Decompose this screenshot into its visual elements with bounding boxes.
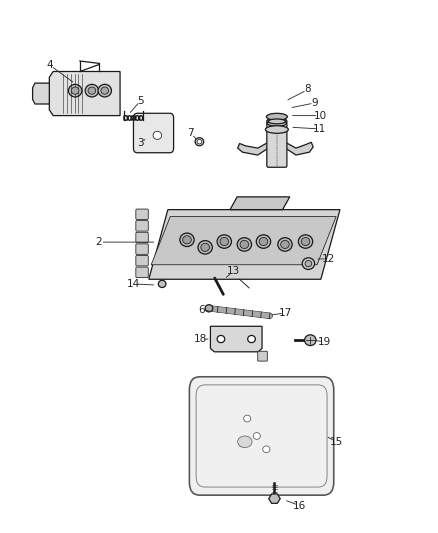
Ellipse shape — [247, 335, 255, 343]
Polygon shape — [49, 71, 120, 116]
Ellipse shape — [253, 433, 260, 439]
Text: 14: 14 — [127, 279, 140, 289]
Ellipse shape — [88, 87, 95, 94]
Text: 8: 8 — [304, 85, 311, 94]
Ellipse shape — [265, 126, 288, 133]
Ellipse shape — [258, 238, 267, 246]
Text: 6: 6 — [198, 305, 204, 315]
Ellipse shape — [98, 84, 111, 97]
Ellipse shape — [300, 238, 309, 246]
FancyBboxPatch shape — [135, 221, 148, 231]
Ellipse shape — [85, 84, 99, 97]
Ellipse shape — [180, 233, 194, 247]
Ellipse shape — [268, 119, 285, 124]
Polygon shape — [268, 494, 279, 503]
Text: 7: 7 — [187, 128, 194, 138]
Ellipse shape — [71, 87, 79, 94]
Ellipse shape — [243, 415, 250, 422]
Ellipse shape — [240, 240, 248, 248]
Ellipse shape — [217, 235, 231, 248]
Text: 10: 10 — [313, 111, 326, 120]
Ellipse shape — [205, 305, 212, 312]
Text: 15: 15 — [329, 437, 343, 447]
FancyBboxPatch shape — [257, 351, 267, 361]
Text: 19: 19 — [317, 337, 331, 347]
Polygon shape — [285, 142, 312, 155]
Polygon shape — [148, 209, 339, 279]
Text: 5: 5 — [137, 95, 144, 106]
Ellipse shape — [238, 440, 245, 447]
Ellipse shape — [280, 240, 289, 248]
Ellipse shape — [219, 238, 228, 246]
Text: 3: 3 — [137, 139, 144, 149]
Ellipse shape — [237, 238, 251, 251]
Text: 4: 4 — [46, 60, 53, 70]
Ellipse shape — [201, 243, 209, 252]
Ellipse shape — [298, 235, 312, 248]
Ellipse shape — [277, 238, 292, 251]
Polygon shape — [237, 142, 268, 155]
FancyBboxPatch shape — [135, 244, 148, 254]
Ellipse shape — [301, 258, 314, 270]
FancyBboxPatch shape — [266, 120, 286, 167]
Ellipse shape — [217, 335, 224, 343]
Ellipse shape — [101, 87, 108, 94]
FancyBboxPatch shape — [135, 232, 148, 243]
Text: 2: 2 — [95, 237, 102, 247]
Ellipse shape — [237, 436, 251, 448]
FancyBboxPatch shape — [135, 209, 148, 220]
Ellipse shape — [182, 236, 191, 244]
Polygon shape — [230, 197, 289, 209]
Ellipse shape — [304, 261, 311, 266]
Ellipse shape — [262, 446, 269, 453]
Ellipse shape — [267, 120, 286, 126]
Ellipse shape — [194, 138, 203, 146]
FancyBboxPatch shape — [133, 114, 173, 153]
Text: 17: 17 — [278, 308, 291, 318]
Polygon shape — [151, 216, 336, 265]
Ellipse shape — [198, 240, 212, 254]
Polygon shape — [32, 83, 49, 104]
Text: 18: 18 — [193, 334, 207, 344]
Ellipse shape — [68, 84, 81, 97]
FancyBboxPatch shape — [189, 377, 333, 495]
FancyBboxPatch shape — [135, 255, 148, 266]
FancyBboxPatch shape — [135, 267, 148, 278]
Polygon shape — [210, 326, 261, 352]
Text: 9: 9 — [311, 98, 318, 108]
Ellipse shape — [158, 280, 166, 287]
Text: 16: 16 — [293, 500, 306, 511]
Ellipse shape — [197, 140, 201, 144]
Text: 12: 12 — [321, 254, 334, 264]
Text: 11: 11 — [313, 124, 326, 134]
Ellipse shape — [304, 335, 315, 345]
Ellipse shape — [266, 114, 287, 120]
Ellipse shape — [256, 235, 270, 248]
Text: 13: 13 — [227, 265, 240, 276]
Ellipse shape — [153, 131, 161, 139]
